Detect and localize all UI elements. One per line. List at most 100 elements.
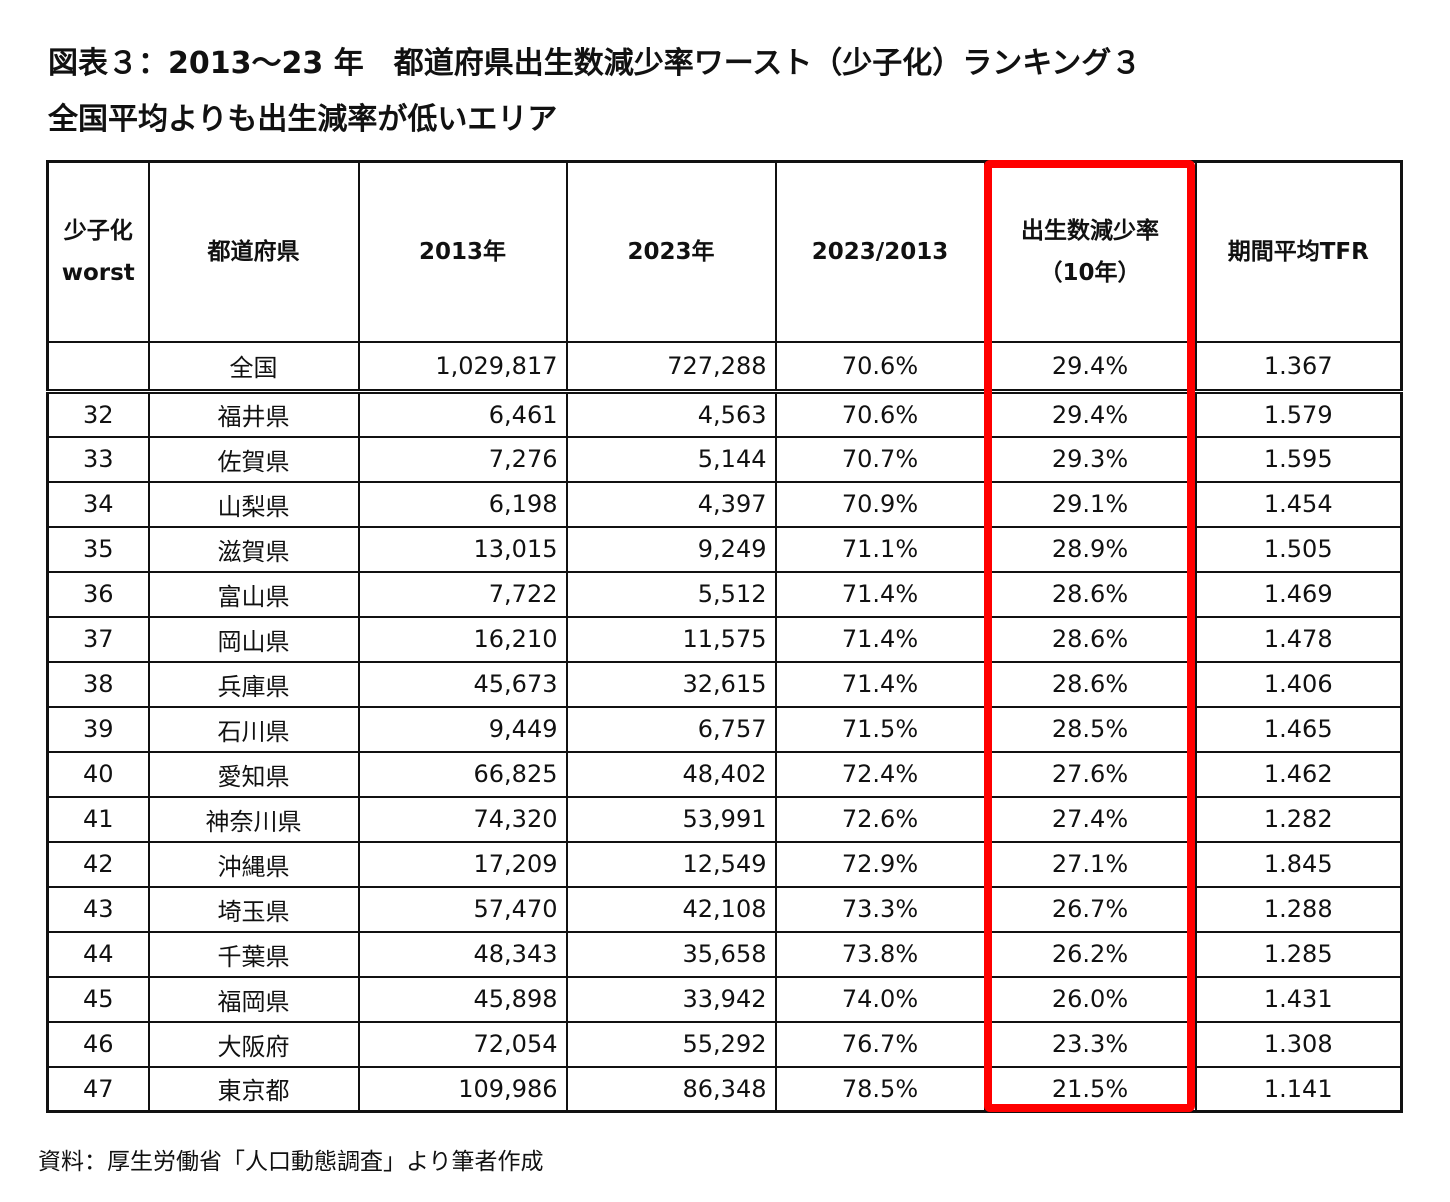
column-header-rank: 少子化 worst <box>46 160 150 343</box>
cell-pref: 全国 <box>147 340 360 394</box>
cell-ratio: 72.9% <box>774 840 986 888</box>
cell-y2013: 7,722 <box>357 570 568 618</box>
cell-y2023: 4,563 <box>565 390 777 438</box>
table-row: 39 石川県 9,449 6,757 71.5% 28.5% 1.465 <box>46 705 1403 753</box>
cell-y2013: 16,210 <box>357 615 568 663</box>
cell-pref: 滋賀県 <box>147 525 360 573</box>
column-header-line: 期間平均TFR <box>1227 238 1369 265</box>
cell-tfr: 1.845 <box>1194 840 1403 888</box>
cell-decline: 23.3% <box>983 1020 1197 1068</box>
table-row: 43 埼玉県 57,470 42,108 73.3% 26.7% 1.288 <box>46 885 1403 933</box>
cell-tfr: 1.505 <box>1194 525 1403 573</box>
cell-pref: 佐賀県 <box>147 435 360 483</box>
table-row: 37 岡山県 16,210 11,575 71.4% 28.6% 1.478 <box>46 615 1403 663</box>
cell-y2023: 9,249 <box>565 525 777 573</box>
table-row: 38 兵庫県 45,673 32,615 71.4% 28.6% 1.406 <box>46 660 1403 708</box>
cell-y2013: 66,825 <box>357 750 568 798</box>
cell-decline: 28.6% <box>983 660 1197 708</box>
cell-pref: 兵庫県 <box>147 660 360 708</box>
cell-pref: 沖縄県 <box>147 840 360 888</box>
cell-pref: 山梨県 <box>147 480 360 528</box>
column-header-line: 少子化 <box>63 217 133 244</box>
cell-rank: 41 <box>46 795 150 843</box>
cell-y2023: 4,397 <box>565 480 777 528</box>
cell-y2013: 17,209 <box>357 840 568 888</box>
cell-y2023: 55,292 <box>565 1020 777 1068</box>
column-header-line: （10年） <box>1039 259 1141 286</box>
cell-tfr: 1.285 <box>1194 930 1403 978</box>
cell-decline: 29.4% <box>983 390 1197 438</box>
cell-ratio: 73.3% <box>774 885 986 933</box>
cell-ratio: 71.5% <box>774 705 986 753</box>
cell-y2023: 5,144 <box>565 435 777 483</box>
column-header-line: 2023/2013 <box>811 238 949 265</box>
cell-rank: 32 <box>46 390 150 438</box>
cell-y2023: 48,402 <box>565 750 777 798</box>
cell-tfr: 1.288 <box>1194 885 1403 933</box>
cell-rank <box>46 340 150 394</box>
cell-tfr: 1.406 <box>1194 660 1403 708</box>
cell-y2023: 12,549 <box>565 840 777 888</box>
cell-y2013: 45,673 <box>357 660 568 708</box>
cell-decline: 29.4% <box>983 340 1197 394</box>
source-note: 資料：厚生労働省「人口動態調査」より筆者作成 <box>38 1149 544 1175</box>
cell-decline: 28.6% <box>983 570 1197 618</box>
cell-y2013: 109,986 <box>357 1065 568 1113</box>
column-header-line: 2013年 <box>418 238 506 265</box>
cell-y2013: 6,461 <box>357 390 568 438</box>
cell-ratio: 71.4% <box>774 615 986 663</box>
cell-tfr: 1.141 <box>1194 1065 1403 1113</box>
cell-y2023: 35,658 <box>565 930 777 978</box>
cell-y2023: 32,615 <box>565 660 777 708</box>
cell-tfr: 1.469 <box>1194 570 1403 618</box>
cell-pref: 愛知県 <box>147 750 360 798</box>
cell-y2023: 5,512 <box>565 570 777 618</box>
cell-rank: 37 <box>46 615 150 663</box>
cell-tfr: 1.595 <box>1194 435 1403 483</box>
table-row: 46 大阪府 72,054 55,292 76.7% 23.3% 1.308 <box>46 1020 1403 1068</box>
column-header-ratio: 2023/2013 <box>774 160 986 343</box>
cell-pref: 神奈川県 <box>147 795 360 843</box>
cell-decline: 28.6% <box>983 615 1197 663</box>
column-header-y2023: 2023年 <box>565 160 777 343</box>
cell-pref: 大阪府 <box>147 1020 360 1068</box>
cell-decline: 27.4% <box>983 795 1197 843</box>
table-row: 34 山梨県 6,198 4,397 70.9% 29.1% 1.454 <box>46 480 1403 528</box>
cell-decline: 29.1% <box>983 480 1197 528</box>
cell-rank: 34 <box>46 480 150 528</box>
header-row: 少子化 worst 都道府県 2013年 2023年 2023/2013 出生数減少率 （10… <box>46 160 1403 343</box>
cell-ratio: 74.0% <box>774 975 986 1023</box>
cell-rank: 39 <box>46 705 150 753</box>
cell-pref: 千葉県 <box>147 930 360 978</box>
cell-rank: 47 <box>46 1065 150 1113</box>
cell-ratio: 70.7% <box>774 435 986 483</box>
cell-ratio: 71.4% <box>774 660 986 708</box>
cell-y2023: 727,288 <box>565 340 777 394</box>
cell-decline: 21.5% <box>983 1065 1197 1113</box>
table-body: 全国 1,029,817 727,288 70.6% 29.4% 1.367 32 福井県 6,… <box>46 340 1403 1113</box>
cell-pref: 東京都 <box>147 1065 360 1113</box>
cell-y2013: 45,898 <box>357 975 568 1023</box>
column-header-decline: 出生数減少率 （10年） <box>983 160 1197 343</box>
cell-tfr: 1.367 <box>1194 340 1403 394</box>
cell-ratio: 73.8% <box>774 930 986 978</box>
cell-ratio: 71.4% <box>774 570 986 618</box>
chart-title: 図表３：2013～23 年 都道府県出生数減少率ワースト（少子化）ランキング３ <box>48 46 1142 81</box>
table-row: 47 東京都 109,986 86,348 78.5% 21.5% 1.141 <box>46 1065 1403 1113</box>
cell-decline: 27.1% <box>983 840 1197 888</box>
table-row: 45 福岡県 45,898 33,942 74.0% 26.0% 1.431 <box>46 975 1403 1023</box>
cell-rank: 40 <box>46 750 150 798</box>
cell-tfr: 1.478 <box>1194 615 1403 663</box>
cell-y2023: 42,108 <box>565 885 777 933</box>
column-header-line: worst <box>61 259 135 286</box>
cell-decline: 28.5% <box>983 705 1197 753</box>
cell-ratio: 72.4% <box>774 750 986 798</box>
cell-ratio: 76.7% <box>774 1020 986 1068</box>
table-row: 36 富山県 7,722 5,512 71.4% 28.6% 1.469 <box>46 570 1403 618</box>
cell-rank: 43 <box>46 885 150 933</box>
cell-pref: 埼玉県 <box>147 885 360 933</box>
cell-y2023: 53,991 <box>565 795 777 843</box>
cell-rank: 33 <box>46 435 150 483</box>
table-row: 41 神奈川県 74,320 53,991 72.6% 27.4% 1.282 <box>46 795 1403 843</box>
cell-ratio: 70.6% <box>774 390 986 438</box>
